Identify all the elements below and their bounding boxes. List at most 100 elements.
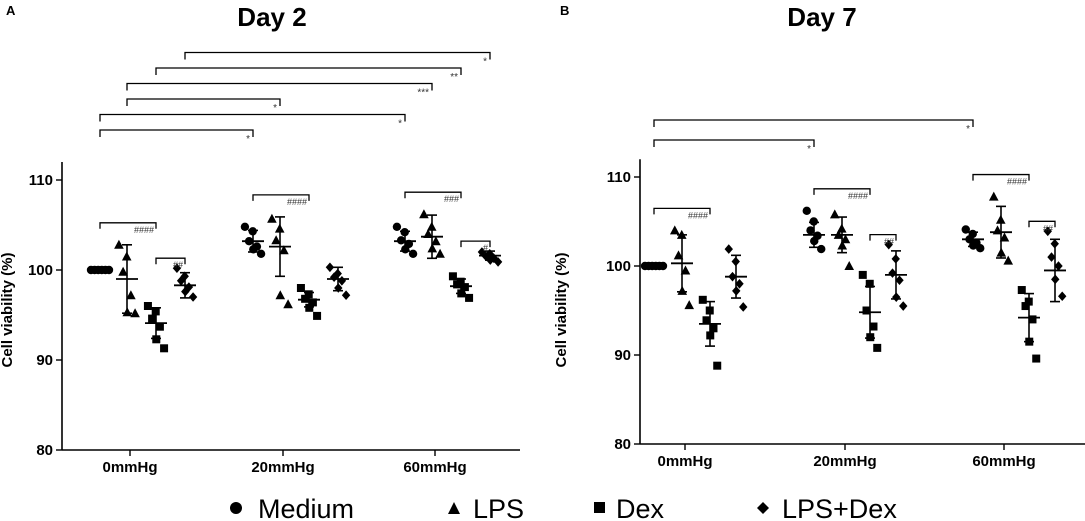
panel-label-a: A [6,3,16,18]
data-point-b-lps-20mmhg-2 [836,223,847,233]
data-point-b-lps-60mmhg-3 [992,225,1003,235]
data-point-a-dex-20mmhg-1 [296,284,305,292]
data-point-b-lps-0mmhg-5 [677,285,688,295]
legend-label-dex: Dex [616,494,665,521]
x-tick-label-a-60mmhg: 60mmHg [403,459,466,476]
data-point-a-dex-60mmhg-4 [460,283,469,292]
data-point-a-lps-60mmhg-5 [427,243,438,253]
significance-bracket-b-long-2: * [653,119,974,135]
data-point-b-lps-60mmhg-1 [988,191,999,201]
significance-bracket-a-3: #### [252,194,310,207]
data-point-b-dex-60mmhg-5 [1025,337,1034,346]
data-point-b-lps-60mmhg-2 [995,214,1006,224]
significance-label-b-3: ## [884,237,894,247]
data-point-a-medium-60mmhg-6 [408,249,418,258]
data-point-a-lps-dex-0mmhg-6 [188,292,198,302]
data-point-b-medium-20mmhg-6 [817,244,826,254]
data-point-a-lps-0mmhg-1 [114,239,124,249]
data-point-b-dex-20mmhg-3 [862,306,871,315]
data-point-b-medium-20mmhg-2 [809,217,818,226]
data-point-a-lps-dex-0mmhg-5 [181,286,190,297]
x-tick-label-a-20mmhg: 20mmHg [251,459,314,476]
data-point-a-dex-0mmhg-2 [151,307,160,316]
significance-label-b-1: #### [688,210,708,220]
data-point-a-lps-0mmhg-4 [126,290,136,300]
significance-label-b-long-2: * [966,124,970,135]
y-tick-label-a-100: 100 [28,262,53,279]
data-point-a-dex-60mmhg-1 [448,272,457,281]
significance-label-b-2: #### [848,191,868,201]
data-point-b-dex-20mmhg-5 [866,333,875,342]
data-point-b-dex-60mmhg-6 [1032,354,1041,363]
data-point-b-lps-0mmhg-6 [684,300,695,310]
data-point-b-medium-60mmhg-6 [976,244,985,253]
data-point-b-dex-20mmhg-2 [865,279,874,288]
legend-marker-lps-dex [757,502,769,514]
data-point-b-dex-60mmhg-1 [1017,286,1026,295]
data-point-a-medium-20mmhg-5 [249,245,258,254]
y-tick-label-a-90: 90 [36,352,53,369]
data-point-a-lps-20mmhg-2 [274,223,285,233]
data-point-a-lps-20mmhg-3 [271,235,281,245]
x-tick-label-b-60mmhg: 60mmHg [972,453,1035,470]
significance-label-b-long-1: * [807,144,811,155]
data-point-a-lps-dex-60mmhg-5 [486,255,495,265]
significance-label-a-5: # [483,243,488,253]
data-point-a-lps-20mmhg-1 [267,213,277,223]
data-point-b-lps-0mmhg-3 [673,250,684,260]
legend-marker-dex [594,502,605,513]
significance-bracket-a-4: ### [404,191,462,204]
legend-label-lps-dex: LPS+Dex [782,494,897,521]
data-point-b-lps-20mmhg-1 [829,209,840,219]
significance-bracket-a-long-2: * [99,113,406,130]
data-point-b-dex-0mmhg-5 [706,331,715,340]
data-point-b-lps-dex-20mmhg-2 [891,254,900,264]
data-point-a-lps-60mmhg-1 [419,209,429,219]
data-point-b-lps-dex-0mmhg-4 [735,279,744,289]
x-tick-label-b-20mmhg: 20mmHg [813,453,876,470]
y-tick-label-b-100: 100 [606,258,631,275]
data-point-b-dex-60mmhg-2 [1024,297,1033,306]
data-point-a-dex-60mmhg-6 [465,293,474,302]
significance-label-a-long-2: * [398,119,402,130]
data-point-b-dex-0mmhg-6 [713,361,722,370]
data-point-a-dex-20mmhg-6 [313,311,322,320]
data-point-a-medium-0mmhg-6 [104,265,114,275]
significance-bracket-a-2: ## [155,257,186,270]
y-tick-label-b-80: 80 [614,436,631,453]
data-point-a-lps-dex-0mmhg-1 [172,263,182,273]
data-point-a-lps-dex-20mmhg-3 [329,272,339,282]
x-tick-label-a-0mmhg: 0mmHg [102,459,157,476]
data-point-a-dex-20mmhg-2 [304,290,313,299]
significance-bracket-a-5: # [460,240,491,253]
significance-label-a-2: ## [173,260,183,270]
data-point-b-lps-dex-0mmhg-2 [731,256,740,267]
legend-label-lps: LPS [473,494,524,521]
significance-label-a-long-6: * [483,57,487,68]
data-point-a-lps-dex-20mmhg-4 [337,276,347,286]
significance-bracket-a-long-5: ** [155,67,462,83]
data-point-b-medium-20mmhg-5 [810,236,819,246]
data-point-b-lps-dex-60mmhg-2 [1050,238,1059,249]
data-point-a-lps-dex-0mmhg-3 [176,276,186,286]
significance-label-a-long-3: * [273,103,277,114]
data-point-b-medium-20mmhg-3 [806,226,815,235]
data-point-b-lps-dex-60mmhg-4 [1054,261,1063,271]
data-point-a-lps-20mmhg-5 [275,290,286,300]
data-point-b-lps-20mmhg-6 [844,261,855,270]
data-point-b-lps-20mmhg-3 [833,229,844,239]
significance-bracket-a-long-1: * [99,129,254,145]
data-point-b-lps-dex-20mmhg-1 [884,239,893,250]
data-point-b-medium-60mmhg-1 [961,225,970,234]
data-point-a-lps-dex-20mmhg-5 [334,283,343,293]
significance-bracket-a-1: #### [99,222,157,235]
data-point-b-medium-20mmhg-1 [802,206,811,216]
legend-marker-lps [448,502,460,514]
data-point-a-lps-60mmhg-6 [435,248,445,258]
legend-label-medium: Medium [258,494,354,521]
x-tick-label-b-0mmhg: 0mmHg [657,453,712,470]
data-point-b-dex-20mmhg-1 [858,270,867,279]
data-point-b-lps-dex-20mmhg-4 [895,275,904,286]
data-point-a-lps-0mmhg-3 [118,266,128,276]
